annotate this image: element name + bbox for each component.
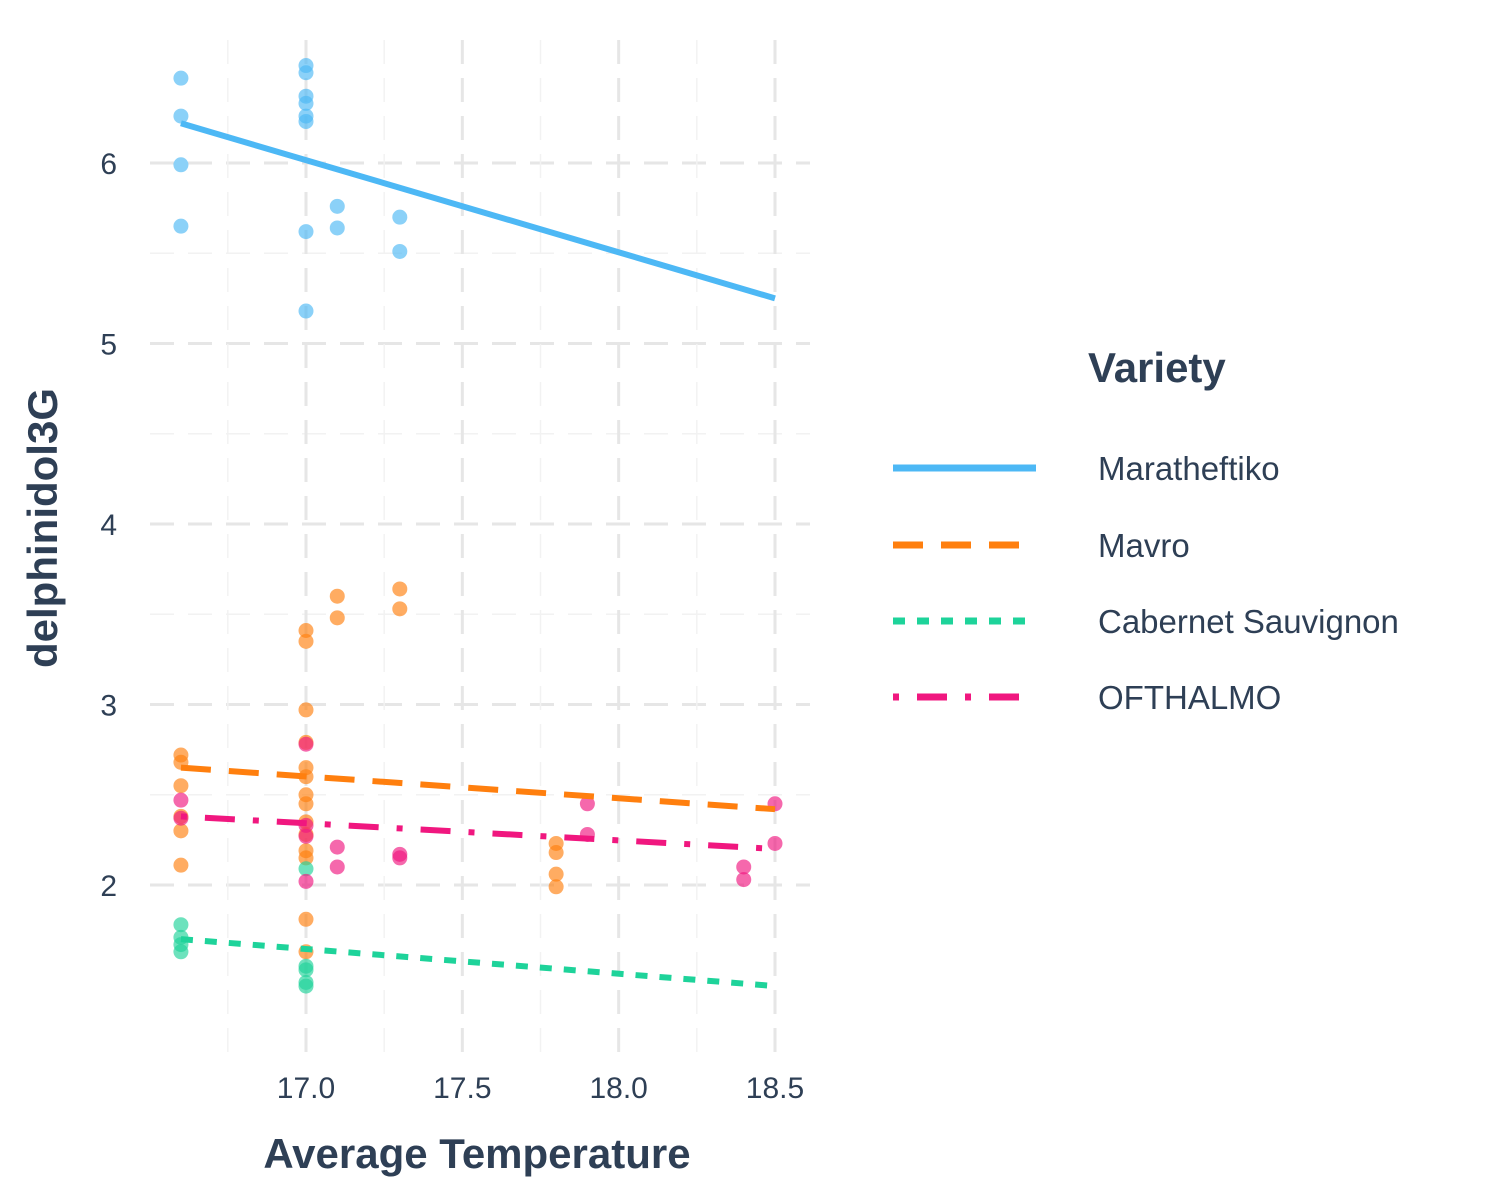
y-tick-label: 4 [100, 509, 117, 542]
data-point [173, 157, 188, 172]
y-axis-ticks: 2 3 4 5 6 [100, 148, 117, 903]
data-point [299, 114, 314, 129]
data-point [173, 109, 188, 124]
y-axis-title: delphinidol3G [19, 388, 66, 668]
x-axis-title: Average Temperature [263, 1130, 690, 1177]
data-point [392, 244, 407, 259]
legend-label: OFTHALMO [1098, 679, 1281, 716]
data-point [299, 912, 314, 927]
data-point [173, 944, 188, 959]
data-point [299, 874, 314, 889]
data-point [549, 845, 564, 860]
data-point [330, 220, 345, 235]
data-point [392, 210, 407, 225]
trend-line [181, 123, 775, 298]
y-tick-label: 6 [100, 148, 117, 181]
legend-title: Variety [1088, 344, 1226, 391]
legend-label: Cabernet Sauvignon [1098, 603, 1399, 640]
x-axis-ticks: 17.0 17.5 18.0 18.5 [277, 1072, 804, 1105]
data-point [299, 979, 314, 994]
x-tick-label: 18.5 [746, 1072, 804, 1105]
data-points [173, 58, 782, 994]
x-tick-label: 17.0 [277, 1072, 335, 1105]
legend-entries: Maratheftiko Mavro Cabernet Sauvignon OFTHA… [893, 450, 1399, 716]
data-point [549, 879, 564, 894]
data-point [392, 850, 407, 865]
trend-line [181, 768, 775, 810]
data-point [768, 836, 783, 851]
data-point [330, 840, 345, 855]
data-point [299, 829, 314, 844]
data-point [173, 219, 188, 234]
data-point [330, 199, 345, 214]
data-point [173, 778, 188, 793]
y-tick-label: 5 [100, 329, 117, 362]
data-point [173, 858, 188, 873]
data-point [173, 71, 188, 86]
trend-line [181, 816, 775, 848]
grid-lines [150, 40, 810, 1060]
data-point [736, 872, 751, 887]
x-tick-label: 18.0 [589, 1072, 647, 1105]
data-point [299, 65, 314, 80]
data-point [299, 304, 314, 319]
data-point [330, 859, 345, 874]
data-point [392, 601, 407, 616]
data-point [173, 793, 188, 808]
data-point [299, 737, 314, 752]
legend-label: Mavro [1098, 527, 1190, 564]
data-point [299, 796, 314, 811]
legend: Variety Maratheftiko Mavro Cabernet Sauvig… [893, 344, 1399, 716]
y-tick-label: 3 [100, 690, 117, 723]
data-point [299, 224, 314, 239]
data-point [330, 610, 345, 625]
data-point [330, 589, 345, 604]
legend-label: Maratheftiko [1098, 450, 1280, 487]
data-point [299, 702, 314, 717]
y-tick-label: 2 [100, 870, 117, 903]
data-point [392, 581, 407, 596]
data-point [299, 634, 314, 649]
x-tick-label: 17.5 [433, 1072, 491, 1105]
trend-line [181, 939, 775, 986]
